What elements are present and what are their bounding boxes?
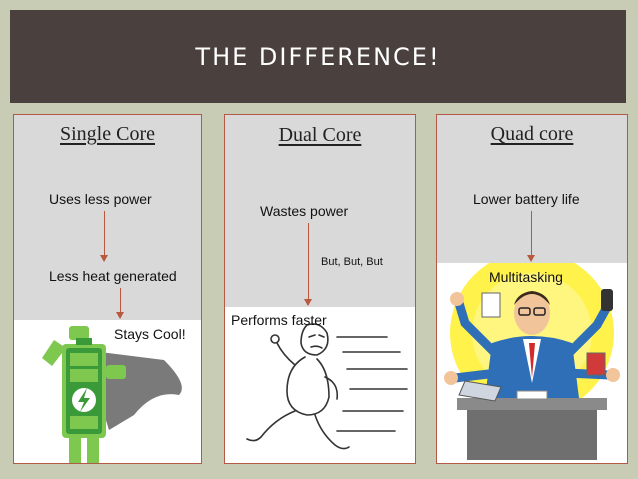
column-single-core: Single Core Uses less power Less heat ge…	[13, 114, 202, 464]
arrow-down	[116, 288, 124, 319]
column-title: Dual Core	[278, 124, 362, 146]
column-title: Quad core	[490, 123, 574, 145]
illustration-area: Performs faster	[225, 307, 415, 463]
title-banner: THE DIFFERENCE!	[10, 10, 626, 103]
point-stays-cool: Stays Cool!	[114, 326, 186, 342]
illustration-area: Stays Cool!	[14, 320, 201, 463]
point-performs-faster: Performs faster	[231, 312, 327, 328]
column-title: Single Core	[60, 123, 155, 145]
point-lower-battery-life: Lower battery life	[473, 191, 580, 207]
point-uses-less-power: Uses less power	[49, 191, 152, 207]
arrow-down	[100, 211, 108, 262]
column-dual-core: Dual Core Wastes power But, But, But	[224, 114, 416, 464]
point-wastes-power: Wastes power	[260, 203, 349, 219]
column-quad-core: Quad core Lower battery life	[436, 114, 628, 464]
slide-title: THE DIFFERENCE!	[195, 42, 441, 71]
arrow-down	[304, 223, 312, 306]
superhero-battery-icon	[42, 326, 182, 463]
multitasking-businessman-icon	[444, 263, 620, 460]
point-less-heat: Less heat generated	[49, 268, 177, 284]
point-but-but-but: But, But, But	[321, 256, 383, 268]
arrow-down	[527, 211, 535, 262]
running-man-sketch-icon	[246, 323, 408, 450]
point-multitasking: Multitasking	[489, 269, 563, 285]
illustration-area: Multitasking	[437, 263, 627, 463]
